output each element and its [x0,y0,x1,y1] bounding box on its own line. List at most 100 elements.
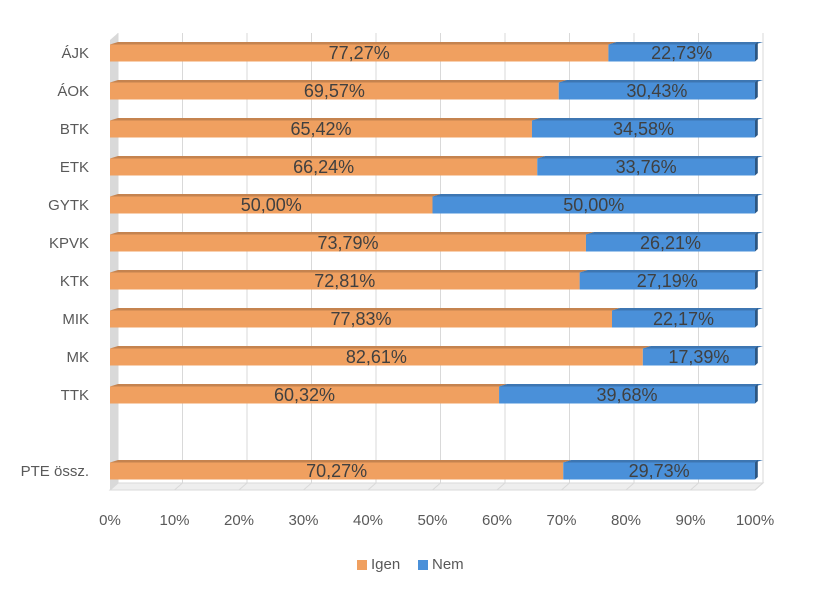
category-label: TTK [61,387,89,404]
chart-3d-wall [108,33,765,491]
bar-segment-igen [110,348,643,366]
gridline-floor [690,482,699,491]
bar-segment-nem [537,158,755,176]
gridline-floor [238,482,248,491]
bar-top-igen [110,156,546,159]
gridline-floor [625,482,635,491]
x-tick-label: 80% [611,512,641,529]
data-label-nem: 33,76% [616,157,677,177]
data-label-igen: 60,32% [274,385,335,405]
bar-segment-igen [110,82,559,100]
legend: Igen Nem [357,556,464,573]
bar-top-igen [110,270,588,273]
bar-top-igen [110,308,621,311]
data-label-nem: 17,39% [668,347,729,367]
category-label: KPVK [49,235,89,252]
x-tick-label: 60% [482,512,512,529]
x-tick-label: 100% [736,512,774,529]
bar-segment-nem [585,234,755,252]
bar-top-nem [432,194,763,197]
bar-top-igen [110,232,594,235]
bar-top-nem [537,156,763,159]
data-label-igen: 66,24% [293,157,354,177]
data-label-nem: 39,68% [597,385,658,405]
data-label-nem: 50,00% [563,195,624,215]
data-label-igen: 50,00% [241,195,302,215]
category-label: PTE össz. [21,463,89,480]
bar-top-igen [110,80,567,83]
bar-segment-nem [499,386,755,404]
chart-side-wall [110,33,118,490]
bar-top-nem [642,346,763,349]
gridline-floor [367,482,377,491]
x-tick-label: 70% [546,512,576,529]
legend-swatch-nem [418,560,428,570]
gridline-floor [561,482,570,491]
bar-top-nem [499,384,763,387]
bar-top-nem [563,460,763,463]
bar-end-nem [755,232,758,252]
x-tick-label: 90% [675,512,705,529]
bar-segment-igen [110,386,500,404]
bar-top-nem [585,232,763,235]
category-axis: ÁJK ÁOK BTK ETK GYTK KPVK KTK MIK MK TTK PTE össz. [21,45,89,480]
bar-top-nem [612,308,763,311]
x-tick-label: 20% [224,512,254,529]
x-tick-label: 0% [99,512,121,529]
bar-segment-nem [608,44,755,62]
bar-end-nem [755,194,758,214]
bar-segment-igen [110,272,580,290]
data-label-igen: 77,83% [330,309,391,329]
bar-top-igen [110,194,441,197]
bar-top-nem [579,270,763,273]
bar-end-nem [755,80,758,100]
category-label: MIK [62,311,89,328]
legend-swatch-igen [357,560,367,570]
bar-segment-igen [110,44,609,62]
bar-segment-nem [531,120,755,138]
category-label: KTK [60,273,89,290]
data-label-nem: 30,43% [626,81,687,101]
bar-segment-igen [110,196,433,214]
gridline-floor [174,482,183,491]
data-label-igen: 82,61% [346,347,407,367]
category-label: ÁOK [57,83,89,100]
data-label-igen: 72,81% [314,271,375,291]
data-label-igen: 70,27% [306,461,367,481]
bar-segment-igen [110,158,538,176]
bar-end-nem [755,346,758,366]
bar-end-nem [755,118,758,138]
data-label-nem: 26,21% [640,233,701,253]
bar-end-nem [755,460,758,480]
legend-label-nem: Nem [432,556,464,573]
category-label: ETK [60,159,89,176]
bar-segment-nem [563,462,755,480]
data-label-nem: 29,73% [629,461,690,481]
x-tick-label: 50% [417,512,447,529]
value-axis: 0% 10% 20% 30% 40% 50% 60% 70% 80% 90% 100% [99,512,774,529]
bar-top-nem [531,118,763,121]
gridline-floor [303,482,312,491]
data-label-nem: 34,58% [613,119,674,139]
category-label: MK [67,349,90,366]
bar-top-igen [110,42,617,45]
data-label-nem: 22,73% [651,43,712,63]
gridline-floor [754,482,764,491]
gridline-floor [109,482,119,491]
bar-end-nem [755,308,758,328]
category-label: GYTK [48,197,89,214]
bar-segment-nem [612,310,755,328]
bar-segment-nem [432,196,755,214]
bar-segment-igen [110,310,613,328]
category-label: BTK [60,121,89,138]
bar-top-igen [110,118,540,121]
bar-segment-igen [110,120,532,138]
bar-top-igen [110,384,508,387]
data-label-igen: 77,27% [329,43,390,63]
bar-end-nem [755,42,758,62]
data-label-igen: 69,57% [304,81,365,101]
x-tick-label: 40% [353,512,383,529]
data-label-igen: 65,42% [290,119,351,139]
bar-segment-igen [110,462,564,480]
